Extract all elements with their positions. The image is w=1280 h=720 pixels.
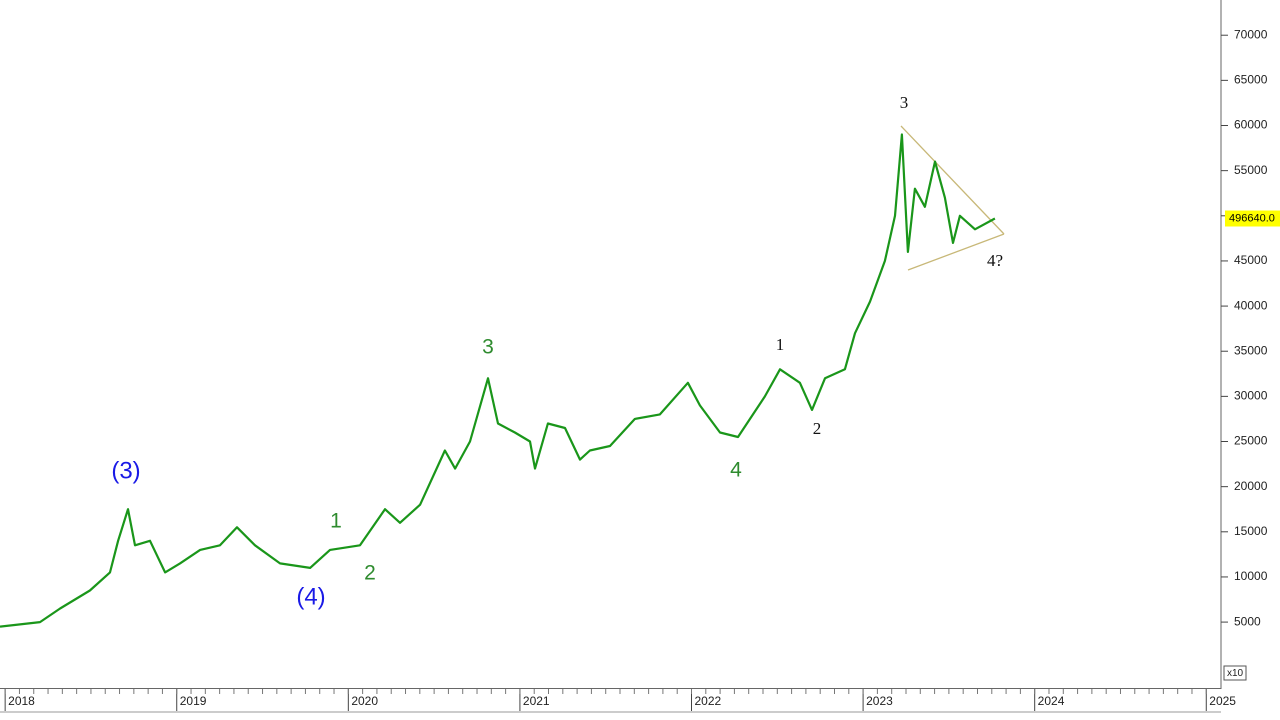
x-tick-label: 2021 [523,694,550,708]
x-tick-label: 2025 [1209,694,1236,708]
wave-label: 2 [813,419,822,438]
x-tick-label: 2023 [866,694,893,708]
triangle-upper [900,125,1005,235]
y-tick-label: 20000 [1234,479,1268,493]
y-tick-label: 60000 [1234,118,1268,132]
x-tick-label: 2024 [1038,694,1065,708]
wave-label: 3 [900,93,909,112]
y-tick-label: 25000 [1234,434,1268,448]
price-line [0,133,996,628]
y-tick-label: 10000 [1234,569,1268,583]
scale-note: x10 [1227,668,1244,679]
wave-label: 2 [364,562,376,585]
wave-label: (3) [111,457,140,484]
last-price-label: 496640.0 [1229,212,1275,224]
x-tick-label: 2020 [351,694,378,708]
y-tick-label: 55000 [1234,163,1268,177]
wave-label: 3 [482,336,494,359]
triangle-lower [907,233,1005,271]
x-tick-label: 2018 [8,694,35,708]
y-tick-label: 35000 [1234,343,1268,357]
wave-label: 1 [776,335,785,354]
x-tick-label: 2019 [180,694,207,708]
y-tick-label: 45000 [1234,253,1268,267]
wave-label: 4 [730,459,742,482]
wave-label: 1 [330,510,342,533]
x-tick-label: 2022 [695,694,722,708]
y-tick-label: 40000 [1234,298,1268,312]
last-price-box [1225,210,1280,227]
y-tick-label: 65000 [1234,73,1268,87]
y-tick-label: 30000 [1234,389,1268,403]
wave-label: 4? [987,251,1003,270]
scale-box [1223,665,1247,681]
y-tick-label: 5000 [1234,614,1261,628]
y-tick-label: 70000 [1234,27,1268,41]
wave-label: (4) [296,583,325,610]
y-tick-label: 15000 [1234,524,1268,538]
